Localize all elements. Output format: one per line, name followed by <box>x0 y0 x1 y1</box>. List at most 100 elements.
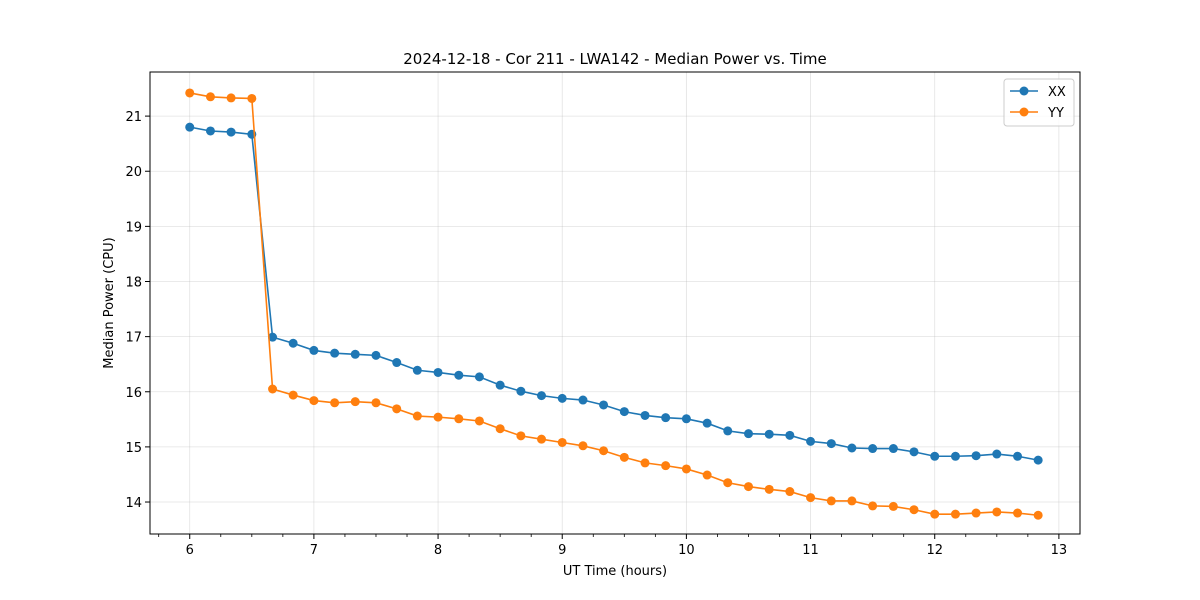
x-tick-label: 7 <box>310 543 318 558</box>
x-tick-label: 12 <box>926 543 943 558</box>
data-point-xx <box>909 447 919 457</box>
legend-marker-xx <box>1019 86 1029 96</box>
data-point-yy <box>1013 508 1023 518</box>
data-point-yy <box>516 431 526 441</box>
y-tick-label: 14 <box>125 496 142 511</box>
data-point-yy <box>599 446 609 456</box>
data-point-xx <box>536 391 546 401</box>
data-point-yy <box>806 493 816 503</box>
y-tick-label: 16 <box>125 386 142 401</box>
data-point-xx <box>1013 451 1023 461</box>
data-point-xx <box>474 372 484 382</box>
data-point-yy <box>1033 510 1043 520</box>
data-point-yy <box>702 470 712 480</box>
data-point-yy <box>205 92 215 102</box>
data-point-xx <box>681 414 691 424</box>
data-point-yy <box>992 507 1002 517</box>
data-point-yy <box>309 396 319 406</box>
data-point-xx <box>578 395 588 405</box>
data-point-yy <box>495 424 505 434</box>
data-point-yy <box>268 384 278 394</box>
grid <box>150 72 1080 534</box>
data-point-xx <box>599 400 609 410</box>
data-point-xx <box>640 410 650 420</box>
data-point-xx <box>226 127 236 137</box>
data-point-yy <box>971 508 981 518</box>
data-point-xx <box>930 451 940 461</box>
data-point-xx <box>764 429 774 439</box>
data-point-xx <box>1033 455 1043 465</box>
data-point-yy <box>474 416 484 426</box>
data-point-xx <box>971 451 981 461</box>
data-point-yy <box>185 88 195 98</box>
x-tick-label: 6 <box>186 543 194 558</box>
data-point-yy <box>868 501 878 511</box>
plot-frame <box>149 71 1081 535</box>
data-point-xx <box>557 393 567 403</box>
legend-label-yy: YY <box>1047 106 1064 121</box>
data-point-yy <box>392 404 402 414</box>
y-tick-label: 19 <box>125 220 142 235</box>
data-point-xx <box>309 345 319 355</box>
data-point-xx <box>205 126 215 136</box>
x-tick-label: 8 <box>434 543 442 558</box>
data-point-xx <box>806 436 816 446</box>
data-point-xx <box>454 370 464 380</box>
data-point-yy <box>785 487 795 497</box>
x-tick-label: 11 <box>802 543 819 558</box>
y-tick-label: 18 <box>125 275 142 290</box>
x-axis-label: UT Time (hours) <box>563 564 667 579</box>
data-point-xx <box>185 122 195 132</box>
data-point-xx <box>350 349 360 359</box>
data-point-yy <box>226 93 236 103</box>
data-point-yy <box>557 437 567 447</box>
data-point-yy <box>412 411 422 421</box>
data-point-yy <box>723 478 733 488</box>
data-point-xx <box>516 386 526 396</box>
data-point-xx <box>992 449 1002 459</box>
series-xx <box>185 122 1043 465</box>
data-point-xx <box>868 444 878 454</box>
chart-title: 2024-12-18 - Cor 211 - LWA142 - Median P… <box>403 50 827 68</box>
data-point-yy <box>536 434 546 444</box>
data-point-xx <box>330 348 340 358</box>
data-point-xx <box>826 439 836 449</box>
data-point-xx <box>702 418 712 428</box>
y-tick-label: 21 <box>125 110 142 125</box>
data-point-xx <box>371 350 381 360</box>
legend-marker-yy <box>1019 107 1029 117</box>
axis-ticks: 6 7 8 9 10 11 12 13 14 15 16 17 18 19 20 21 <box>125 110 1067 558</box>
data-point-xx <box>785 430 795 440</box>
data-point-yy <box>909 505 919 515</box>
data-point-xx <box>392 358 402 368</box>
y-tick-label: 20 <box>125 165 142 180</box>
y-axis-label: Median Power (CPU) <box>102 237 117 368</box>
data-point-xx <box>723 426 733 436</box>
data-point-yy <box>847 496 857 506</box>
data-point-xx <box>288 338 298 348</box>
y-tick-label: 17 <box>125 331 142 346</box>
legend: XX YY <box>1003 78 1075 127</box>
data-point-yy <box>350 397 360 407</box>
data-point-yy <box>578 441 588 451</box>
data-point-xx <box>495 380 505 390</box>
data-point-xx <box>950 451 960 461</box>
data-point-yy <box>619 452 629 462</box>
data-point-yy <box>433 412 443 422</box>
series-yy <box>185 88 1043 520</box>
data-point-xx <box>433 367 443 377</box>
data-point-yy <box>888 501 898 511</box>
data-point-yy <box>661 461 671 471</box>
legend-label-xx: XX <box>1048 85 1066 100</box>
y-tick-label: 15 <box>125 441 142 456</box>
data-point-xx <box>888 444 898 454</box>
data-point-yy <box>950 509 960 519</box>
data-point-yy <box>743 482 753 492</box>
data-point-yy <box>640 458 650 468</box>
data-point-yy <box>681 464 691 474</box>
data-point-xx <box>847 443 857 453</box>
data-point-xx <box>268 332 278 342</box>
data-point-yy <box>371 398 381 408</box>
